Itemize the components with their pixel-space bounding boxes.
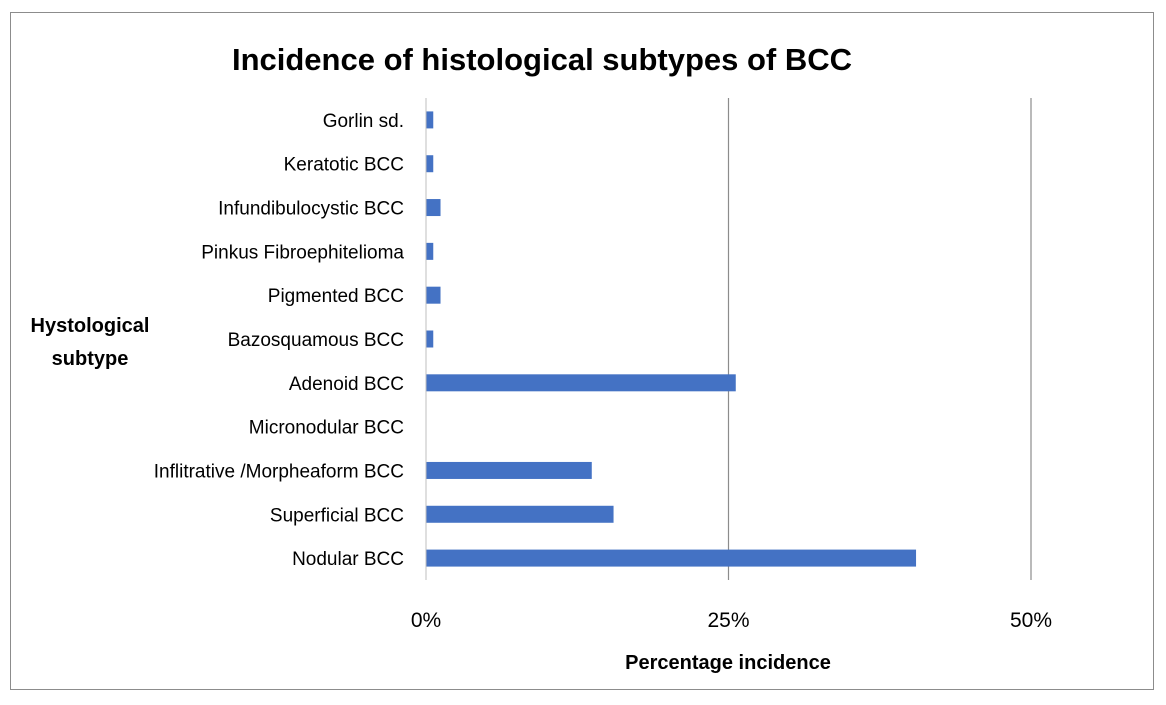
category-label: Micronodular BCC <box>249 418 404 439</box>
category-label: Pigmented BCC <box>268 286 404 307</box>
bar-4 <box>426 286 441 304</box>
gridlines <box>727 98 1032 580</box>
category-label: Superficial BCC <box>270 505 404 526</box>
chart-frame <box>10 12 1154 690</box>
y-axis-title-line-2: subtype <box>52 348 129 370</box>
bar-5 <box>426 330 434 348</box>
bar-9 <box>426 505 614 523</box>
bar-2 <box>426 199 441 217</box>
category-label: Nodular BCC <box>292 549 404 570</box>
category-label: Adenoid BCC <box>289 374 404 395</box>
category-labels: Gorlin sd. Keratotic BCC Infundibulocystic… <box>154 111 405 570</box>
bars <box>426 111 917 567</box>
category-label: Pinkus Fibroephitelioma <box>201 242 404 263</box>
bar-3 <box>426 242 434 260</box>
y-axis-title-line-1: Hystological <box>31 315 150 337</box>
x-axis-title: Percentage incidence <box>625 652 831 674</box>
bar-0 <box>426 111 434 129</box>
x-tick-label: 0% <box>411 609 441 632</box>
bar-6 <box>426 374 736 392</box>
chart-title: Incidence of histological subtypes of BC… <box>232 42 852 77</box>
x-tick-label: 50% <box>1010 609 1052 632</box>
bar-1 <box>426 155 434 173</box>
category-label: Keratotic BCC <box>284 155 404 176</box>
bar-10 <box>426 549 917 567</box>
category-label: Infundibulocystic BCC <box>218 199 404 220</box>
category-label: Gorlin sd. <box>323 111 404 132</box>
x-tick-label: 25% <box>707 609 749 632</box>
bar-8 <box>426 461 592 479</box>
category-label: Bazosquamous BCC <box>228 330 404 351</box>
x-tick-labels: 0% 25% 50% <box>411 609 1052 632</box>
category-label: Inflitrative /Morpheaform BCC <box>154 461 404 482</box>
